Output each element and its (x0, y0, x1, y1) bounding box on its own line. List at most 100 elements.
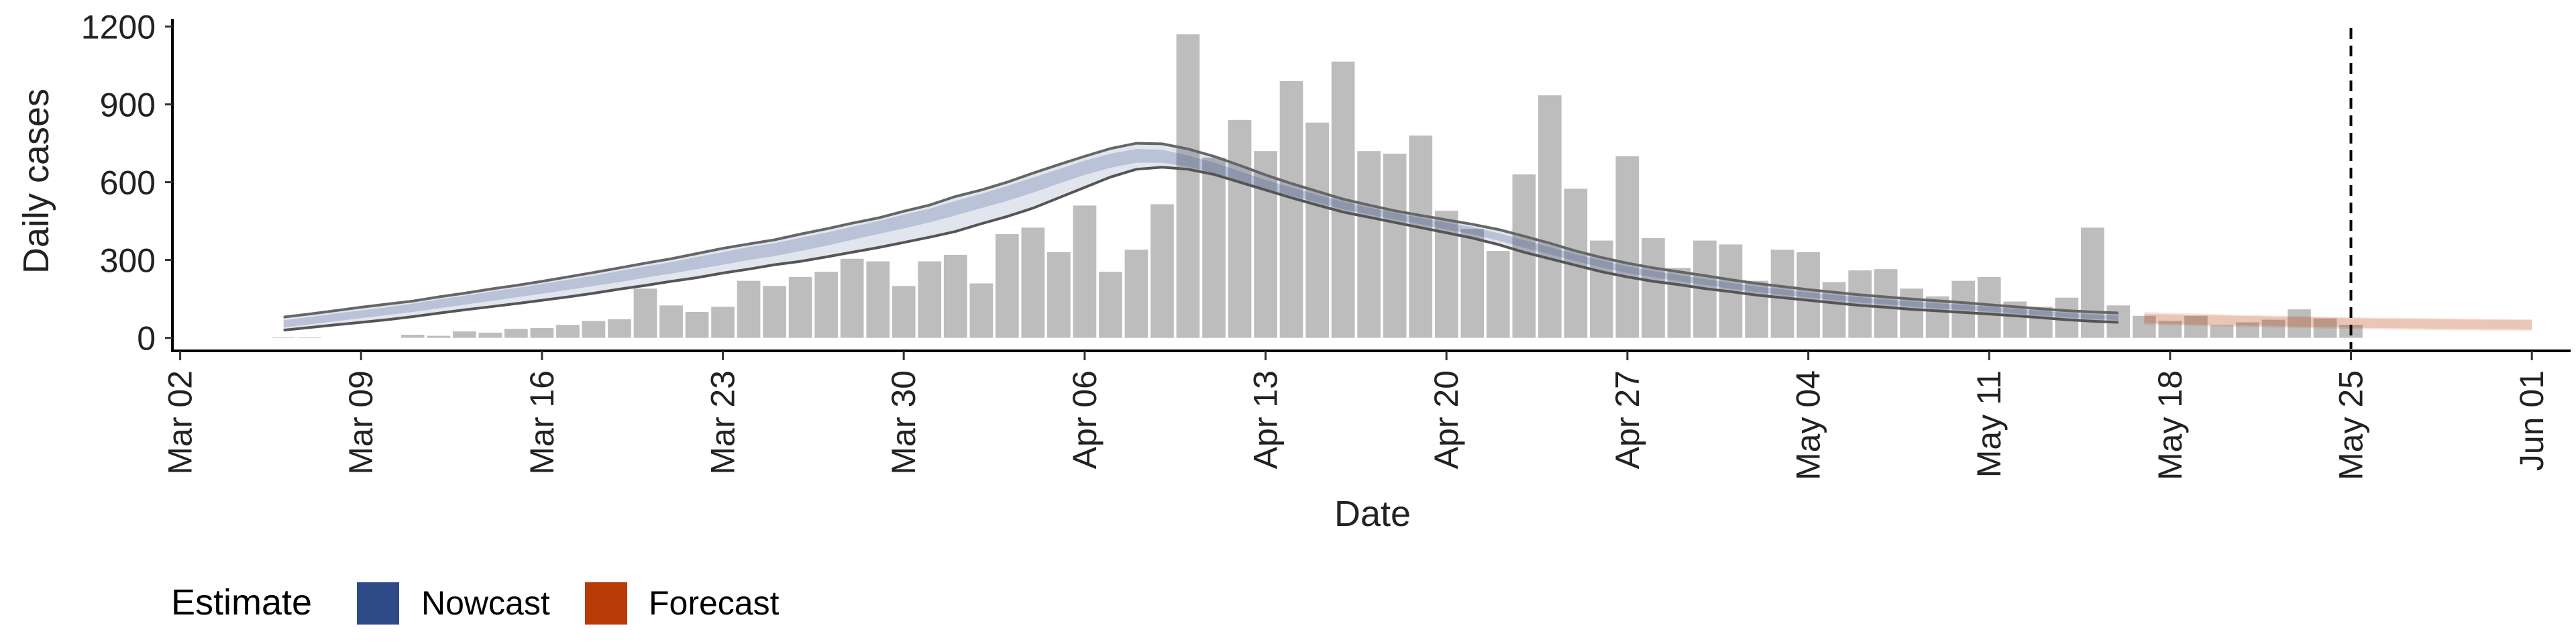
bar (2288, 309, 2311, 338)
bar (2029, 307, 2053, 338)
y-tick-label: 300 (100, 242, 156, 280)
bar (530, 328, 554, 338)
bar (763, 286, 786, 338)
bar (2261, 319, 2286, 338)
x-tick-label: May 11 (1970, 370, 2008, 478)
legend: Estimate Nowcast Forecast (171, 582, 780, 625)
bar (1615, 156, 1640, 338)
bar (478, 332, 502, 338)
nowcast-lower-line (283, 166, 2118, 332)
x-tick-label: Mar 02 (162, 370, 199, 475)
ribbon-50-nowcast (283, 149, 2118, 328)
bar (608, 319, 631, 338)
bar (2133, 315, 2156, 338)
bar (788, 276, 812, 338)
bar (1977, 276, 2001, 338)
bar (2210, 325, 2234, 338)
bar (1900, 288, 1923, 338)
x-tick-label: Apr 20 (1428, 370, 1465, 469)
bar (582, 321, 606, 338)
legend-swatch-nowcast (357, 582, 399, 625)
bar (1047, 252, 1071, 338)
bar (711, 307, 735, 338)
bar (1925, 296, 1949, 338)
y-axis-label: Daily cases (16, 89, 56, 274)
x-tick-label: Apr 27 (1609, 370, 1646, 469)
bar (297, 337, 321, 338)
bar (1460, 229, 1485, 338)
bar (1073, 205, 1097, 338)
bar (1745, 280, 1768, 338)
bar (918, 261, 942, 338)
bar (453, 331, 476, 338)
legend-label-nowcast: Nowcast (421, 584, 550, 622)
bar (659, 305, 683, 338)
bar (685, 312, 709, 338)
bar (866, 261, 890, 338)
bound-lines-group (283, 142, 2118, 332)
bar (633, 288, 657, 338)
legend-swatch-forecast (585, 582, 627, 625)
bar (400, 335, 425, 338)
bar (1874, 269, 1898, 338)
x-tick-label: Mar 23 (704, 370, 742, 475)
bar (1951, 280, 1976, 338)
x-tick-label: Jun 01 (2513, 370, 2551, 471)
y-tick-label: 1200 (81, 9, 156, 46)
bar (1202, 157, 1226, 338)
bar (943, 254, 967, 338)
bar (996, 234, 1019, 338)
bar (1642, 237, 1665, 338)
x-tick-label: May 18 (2151, 370, 2189, 480)
bar (1305, 122, 1329, 338)
bar (1357, 151, 1381, 338)
bar (556, 325, 580, 338)
bar (1228, 119, 1252, 338)
x-tick-label: Apr 13 (1247, 370, 1285, 469)
x-tick-label: May 25 (2332, 370, 2370, 480)
bar (1099, 272, 1122, 338)
x-tick-label: Mar 16 (523, 370, 561, 475)
bar (504, 329, 528, 338)
x-tick-label: May 04 (1790, 370, 1827, 480)
bar (1538, 95, 1562, 338)
bar (1021, 227, 1045, 338)
bar (427, 335, 451, 338)
bar (1770, 250, 1794, 338)
bar (1512, 174, 1536, 338)
y-tick-label: 600 (100, 164, 156, 202)
bar (892, 286, 916, 338)
y-ticks-group: 0 300 600 900 1200 (81, 9, 172, 358)
bar (1383, 154, 1407, 338)
bar (2055, 297, 2079, 338)
bar (272, 337, 295, 338)
bar (1667, 268, 1691, 338)
bar (2236, 322, 2259, 338)
bar (840, 258, 864, 338)
x-tick-label: Apr 06 (1066, 370, 1104, 469)
nowcast-upper-line (283, 142, 2118, 319)
bar (2184, 315, 2208, 338)
bar (1409, 136, 1433, 338)
ribbon-group (283, 143, 2532, 331)
bar (737, 280, 761, 338)
bar (969, 283, 994, 338)
x-axis-label: Date (1334, 494, 1411, 534)
bar (2313, 318, 2337, 338)
bar (1124, 250, 1148, 338)
y-tick-label: 0 (137, 320, 156, 358)
ribbon-median-forecast (2144, 313, 2532, 330)
x-tick-label: Mar 09 (342, 370, 380, 475)
bar-group (272, 34, 2363, 338)
bar (1796, 252, 1820, 338)
y-tick-label: 900 (100, 87, 156, 124)
legend-title: Estimate (171, 582, 312, 623)
bar (1486, 251, 1510, 338)
legend-label-forecast: Forecast (649, 584, 780, 622)
x-ticks-group: Mar 02 Mar 09 Mar 16 Mar 23 Mar 30 Apr 06 Apr … (162, 351, 2551, 480)
bar (1150, 204, 1174, 338)
bar (1176, 34, 1200, 338)
x-tick-label: Mar 30 (885, 370, 922, 475)
